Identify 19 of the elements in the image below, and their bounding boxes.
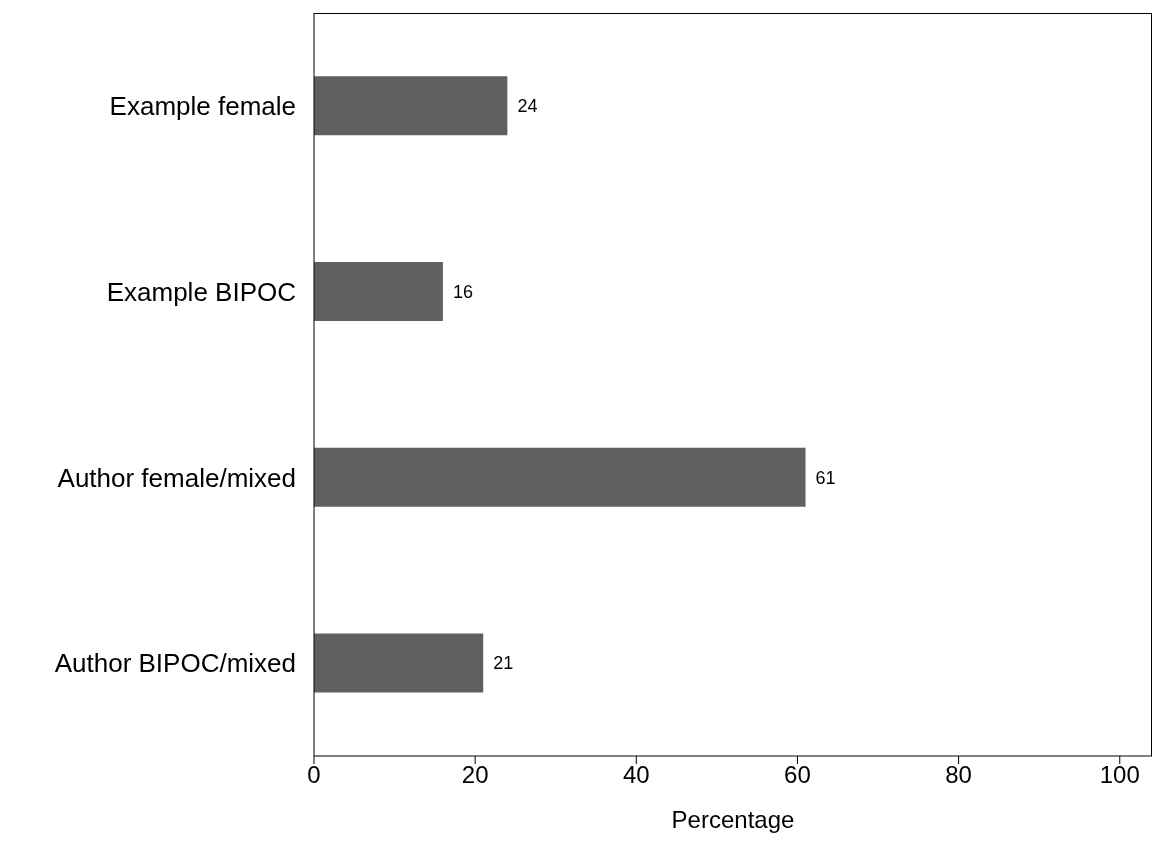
x-tick-label: 60 — [784, 761, 811, 789]
x-tick-label: 40 — [622, 761, 650, 789]
y-tick-label: Example female — [109, 91, 296, 122]
data-label: 21 — [493, 653, 514, 674]
y-tick-label: Example BIPOC — [106, 276, 296, 307]
y-tick-label: Author BIPOC/mixed — [54, 648, 296, 679]
x-tick-label: 100 — [1099, 761, 1140, 789]
data-label: 16 — [452, 281, 473, 302]
x-axis-title: Percentage — [671, 806, 795, 833]
x-tick-label: 80 — [945, 761, 972, 789]
x-tick-label: 20 — [461, 761, 489, 789]
bar — [314, 447, 806, 507]
x-tick-label: 0 — [307, 761, 321, 789]
data-label: 61 — [815, 467, 836, 488]
bar — [314, 261, 443, 321]
bar — [314, 76, 508, 136]
data-label: 24 — [517, 96, 538, 117]
y-tick-label: Author female/mixed — [57, 462, 296, 493]
bar — [314, 633, 484, 693]
